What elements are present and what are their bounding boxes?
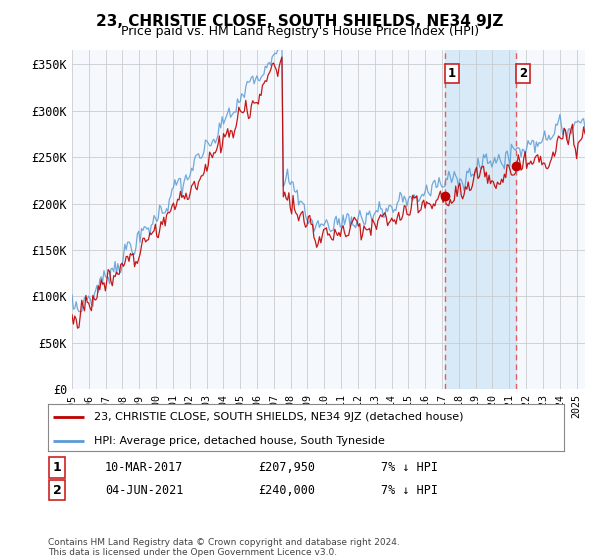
Text: Price paid vs. HM Land Registry's House Price Index (HPI): Price paid vs. HM Land Registry's House … bbox=[121, 25, 479, 38]
Text: 1: 1 bbox=[53, 461, 61, 474]
Text: £240,000: £240,000 bbox=[258, 483, 315, 497]
Text: 04-JUN-2021: 04-JUN-2021 bbox=[105, 483, 184, 497]
Text: 7% ↓ HPI: 7% ↓ HPI bbox=[381, 483, 438, 497]
Text: 2: 2 bbox=[53, 483, 61, 497]
Text: 10-MAR-2017: 10-MAR-2017 bbox=[105, 461, 184, 474]
Text: 2: 2 bbox=[519, 67, 527, 80]
Text: Contains HM Land Registry data © Crown copyright and database right 2024.
This d: Contains HM Land Registry data © Crown c… bbox=[48, 538, 400, 557]
Text: 7% ↓ HPI: 7% ↓ HPI bbox=[381, 461, 438, 474]
Bar bbox=[445, 50, 517, 389]
Text: 23, CHRISTIE CLOSE, SOUTH SHIELDS, NE34 9JZ: 23, CHRISTIE CLOSE, SOUTH SHIELDS, NE34 … bbox=[97, 14, 503, 29]
Text: HPI: Average price, detached house, South Tyneside: HPI: Average price, detached house, Sout… bbox=[94, 436, 385, 446]
Text: 23, CHRISTIE CLOSE, SOUTH SHIELDS, NE34 9JZ (detached house): 23, CHRISTIE CLOSE, SOUTH SHIELDS, NE34 … bbox=[94, 412, 464, 422]
Text: £207,950: £207,950 bbox=[258, 461, 315, 474]
Text: 1: 1 bbox=[448, 67, 456, 80]
